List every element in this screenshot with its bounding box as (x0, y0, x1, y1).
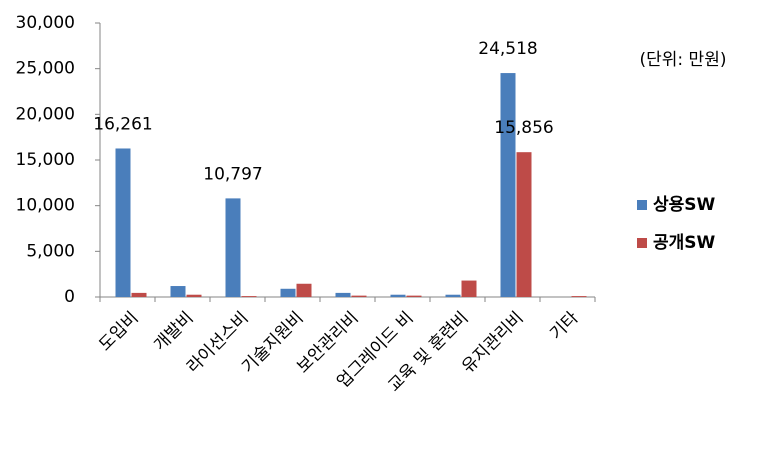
value-label: 16,261 (93, 114, 152, 134)
bar (571, 296, 587, 297)
bar (351, 295, 367, 297)
x-tick-label: 개발비 (150, 308, 197, 355)
legend-label: 공개SW (653, 233, 716, 253)
value-label: 15,856 (494, 118, 553, 138)
y-tick-label: 5,000 (26, 241, 75, 261)
bar (461, 280, 477, 297)
y-tick-label: 20,000 (16, 104, 75, 124)
bar (500, 73, 516, 297)
legend-swatch (637, 238, 647, 248)
bar (241, 296, 257, 297)
bar (170, 286, 186, 297)
y-tick-label: 25,000 (16, 59, 75, 79)
x-tick-label: 도입비 (95, 308, 142, 355)
y-tick-label: 10,000 (16, 196, 75, 216)
bar (390, 294, 406, 297)
y-tick-label: 30,000 (16, 13, 75, 33)
bar (335, 292, 351, 297)
legend-swatch (637, 200, 647, 210)
bar (516, 152, 532, 297)
bar (296, 283, 312, 297)
bar (280, 288, 296, 297)
bar (115, 148, 131, 297)
bar (225, 198, 241, 297)
y-tick-label: 0 (64, 287, 75, 307)
value-label: 24,518 (478, 39, 537, 59)
y-tick-label: 15,000 (16, 150, 75, 170)
unit-annotation: (단위: 만원) (640, 50, 727, 70)
legend-label: 상용SW (653, 195, 716, 215)
bar (406, 295, 422, 297)
bar (445, 294, 461, 297)
x-tick-label: 기타 (546, 308, 583, 345)
bar (131, 292, 147, 297)
bar (186, 294, 202, 297)
value-label: 10,797 (203, 164, 262, 184)
